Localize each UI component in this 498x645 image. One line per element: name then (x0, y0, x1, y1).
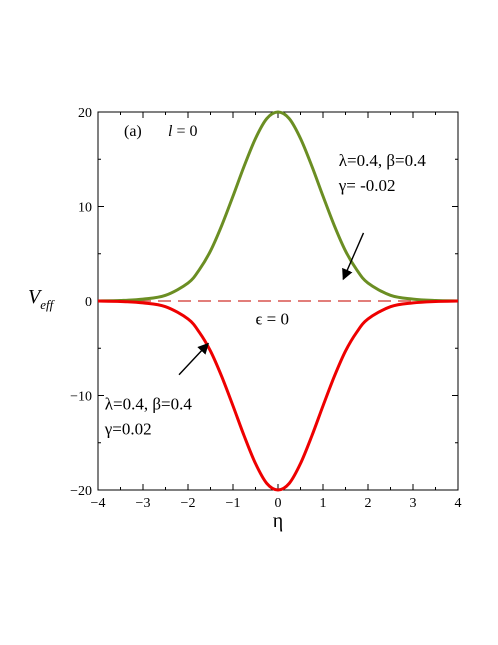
x-tick-label: 3 (410, 496, 417, 511)
annotation-upper-line-0: λ=0.4, β=0.4 (339, 151, 427, 170)
x-tick-label: 4 (455, 496, 462, 511)
x-tick-label: 2 (365, 496, 372, 511)
x-tick-label: 0 (275, 496, 282, 511)
series-line-0 (97, 110, 459, 303)
panel-label: (a) (124, 123, 142, 140)
y-axis-label-main: V (28, 286, 43, 308)
y-tick-label: −10 (70, 390, 92, 405)
param-label: l = 0 (168, 123, 197, 140)
annotation-lower-line-0: λ=0.4, β=0.4 (105, 395, 193, 414)
series-line-1 (97, 299, 459, 492)
y-tick-label: 0 (85, 295, 92, 310)
param-label-rest: = 0 (172, 123, 197, 140)
y-axis-label: Veff (28, 286, 56, 312)
annotation-lower-arrow (178, 342, 210, 376)
x-tick-label: −3 (136, 496, 151, 511)
x-tick-label: −4 (91, 496, 106, 511)
annotation-upper-line-1: γ= -0.02 (338, 176, 396, 195)
x-axis-label: η (273, 510, 283, 532)
y-tick-label: −20 (70, 484, 92, 499)
series-group (97, 110, 459, 492)
annotation-epsilon-line-0: ϵ = 0 (256, 310, 289, 329)
y-axis-label-sub: eff (40, 297, 55, 312)
y-tick-label: 20 (78, 106, 92, 121)
annotations: λ=0.4, β=0.4 γ= -0.02 λ=0.4, β=0.4 γ=0.02 ϵ … (104, 151, 427, 439)
param-label-var: l (168, 123, 173, 140)
annotation-upper-arrow (342, 232, 365, 281)
x-tick-label: −1 (226, 496, 241, 511)
x-tick-label: −2 (181, 496, 196, 511)
x-tick-label: 1 (320, 496, 327, 511)
y-tick-label: 10 (78, 201, 92, 216)
annotation-lower-line-1: γ=0.02 (104, 420, 152, 439)
